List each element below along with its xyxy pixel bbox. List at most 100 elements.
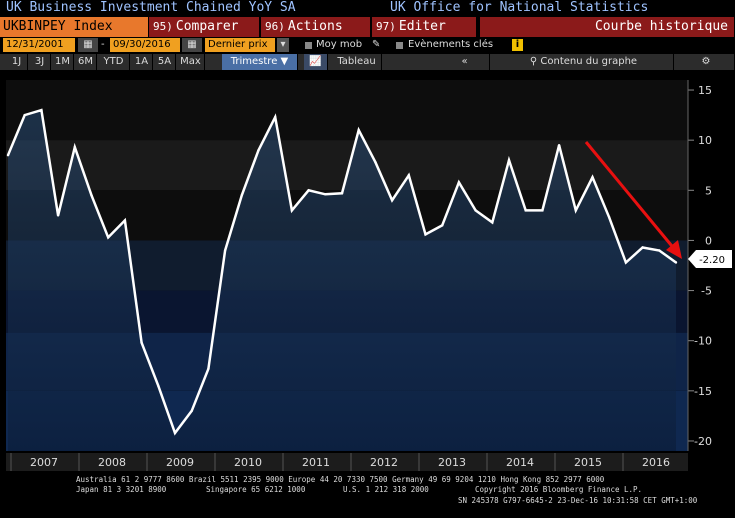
period-bar: 1J 3J 1M 6M YTD 1A 5A Max Trimestre ▼ 📈 Tableau… (0, 54, 735, 70)
chart-svg[interactable]: 15 10 5 0 -5 -10 -15 -20 -2.20 2007 2008 2009 2010… (0, 70, 735, 518)
x-tick-label: 2016 (642, 456, 670, 469)
calendar-icon[interactable]: ▦ (78, 38, 98, 52)
x-tick-label: 2012 (370, 456, 398, 469)
data-point (441, 224, 444, 227)
period-button-1j[interactable]: 1J (6, 54, 28, 70)
x-tick-label: 2015 (574, 456, 602, 469)
info-icon[interactable]: i (512, 39, 523, 51)
data-point (107, 236, 110, 239)
compare-button[interactable]: 95) Comparer (149, 17, 260, 37)
triangle-down-icon: ▼ (280, 56, 289, 67)
data-point (157, 384, 160, 388)
price-type-select[interactable]: Dernier prix (205, 38, 275, 52)
historic-chart-button[interactable]: Courbe historique (480, 17, 735, 37)
data-point (73, 145, 77, 149)
edit-label: Editer (398, 19, 446, 34)
period-button-max[interactable]: Max (177, 54, 205, 70)
data-point (123, 219, 127, 222)
period-button-6m[interactable]: 6M (75, 54, 97, 70)
data-point (574, 209, 577, 212)
last-value-label: -2.20 (699, 255, 725, 266)
period-button-ytd[interactable]: YTD (98, 54, 130, 70)
data-point (324, 193, 327, 196)
footer: Australia 61 2 9777 8600 Brazil 5511 239… (76, 475, 698, 505)
data-point (491, 221, 494, 224)
x-tick-label: 2007 (30, 456, 58, 469)
x-axis: 2007 2008 2009 2010 2011 2012 2013 2014 2015 2016 (6, 453, 688, 471)
data-point (290, 209, 294, 212)
actions-button[interactable]: 96) Actions (261, 17, 371, 37)
data-point (374, 161, 377, 164)
moving-average-label[interactable]: Moy mob (316, 39, 363, 50)
series-points (6, 108, 678, 435)
chart-content-button[interactable]: ⚲ Contenu du graphe (494, 54, 674, 70)
y-axis: 15 10 5 0 -5 -10 -15 -20 (687, 80, 712, 451)
y-tick-label: 10 (698, 134, 712, 147)
edit-button[interactable]: 97) Editer (372, 17, 477, 37)
menu-bar: UKBINPEY Index 95) Comparer 96) Actions 97… (0, 17, 735, 37)
data-point (524, 209, 527, 212)
pencil-icon[interactable]: ✎ (372, 39, 381, 50)
x-tick-label: 2013 (438, 456, 466, 469)
data-point (6, 154, 10, 157)
data-point (257, 148, 260, 152)
y-tick-label: -15 (694, 385, 712, 398)
last-value-tag: -2.20 (688, 250, 732, 268)
data-point (56, 214, 60, 217)
period-button-1a[interactable]: 1A (131, 54, 153, 70)
data-point (591, 176, 594, 179)
data-point (674, 261, 678, 264)
background-band (6, 80, 688, 141)
data-point (173, 431, 177, 435)
footer-line-2d: Copyright 2016 Bloomberg Finance L.P. (475, 485, 642, 494)
period-selected-label: Trimestre (230, 56, 278, 67)
x-tick-label: 2014 (506, 456, 534, 469)
key-events-label[interactable]: Evènements clés (408, 39, 494, 50)
data-point (608, 216, 611, 219)
period-button-5a[interactable]: 5A (154, 54, 176, 70)
calendar-icon[interactable]: ▦ (182, 38, 202, 52)
data-point (390, 199, 394, 202)
area-fill (8, 110, 676, 451)
data-point (541, 209, 544, 212)
chevron-down-icon[interactable]: ▾ (277, 38, 289, 52)
actions-label: Actions (287, 19, 343, 34)
data-point (207, 367, 210, 370)
data-point (658, 249, 661, 252)
data-point (474, 209, 477, 212)
end-date-input[interactable]: 09/30/2016 (110, 38, 180, 52)
data-point (624, 261, 628, 264)
compare-label: Comparer (175, 19, 239, 34)
data-point (357, 128, 360, 132)
footer-line-2a: Japan 81 3 3201 8900 (76, 485, 167, 494)
period-button-1m[interactable]: 1M (52, 54, 74, 70)
footer-line-3: SN 245378 G797-6645-2 23-Dec-16 10:31:58… (458, 496, 698, 505)
collapse-button[interactable]: « (440, 54, 490, 70)
controls-bar: 12/31/2001 ▦ - 09/30/2016 ▦ Dernier prix… (0, 37, 735, 53)
y-tick-label: -20 (694, 435, 712, 448)
line-chart-icon[interactable]: 📈 (304, 54, 328, 70)
y-tick-label: 0 (705, 234, 712, 247)
data-point (274, 115, 277, 119)
data-point (140, 341, 143, 344)
y-tick-label: 15 (698, 84, 712, 97)
ticker-field[interactable]: UKBINPEY Index (0, 17, 148, 37)
checkbox-icon[interactable] (396, 42, 403, 49)
data-point (40, 108, 43, 112)
y-tick-label: 5 (705, 184, 712, 197)
data-point (457, 181, 461, 184)
gear-icon[interactable]: ⚙ (678, 54, 735, 70)
y-tick-label: -10 (694, 335, 712, 348)
checkbox-icon[interactable] (305, 42, 312, 49)
period-button-3j[interactable]: 3J (29, 54, 51, 70)
data-point (641, 246, 644, 249)
start-date-input[interactable]: 12/31/2001 (3, 38, 75, 52)
y-tick-label: -5 (701, 285, 712, 298)
period-selected-dropdown[interactable]: Trimestre ▼ (222, 54, 298, 70)
edit-number: 97) (376, 20, 396, 33)
source-title: UK Office for National Statistics (390, 0, 649, 15)
data-point (407, 174, 410, 177)
actions-number: 96) (265, 20, 285, 33)
footer-line-2b: Singapore 65 6212 1000 (206, 485, 306, 494)
table-button[interactable]: Tableau (332, 54, 382, 70)
